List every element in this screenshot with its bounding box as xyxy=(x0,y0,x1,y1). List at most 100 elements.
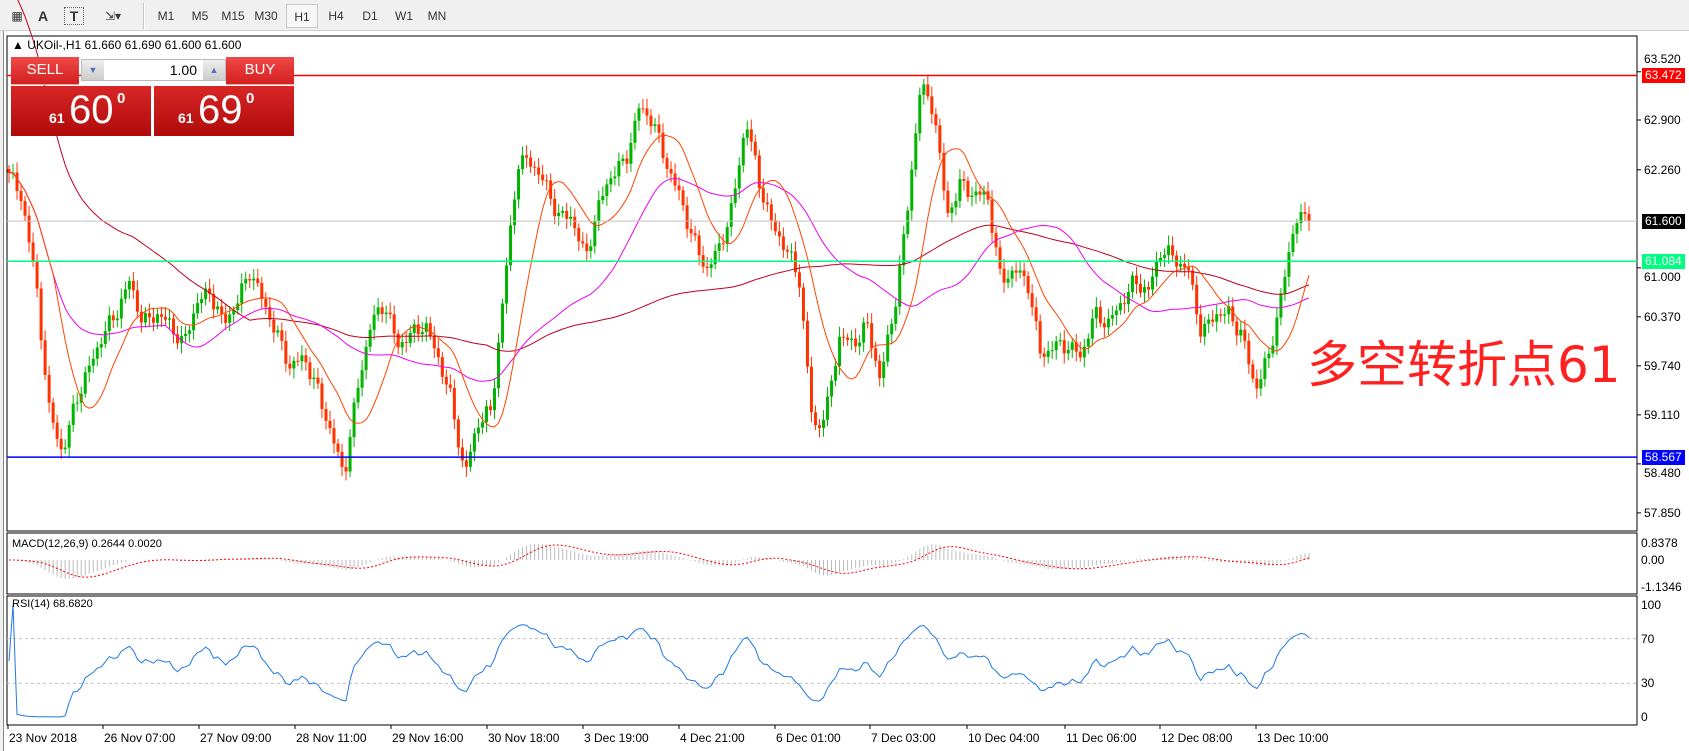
candle-body xyxy=(645,108,649,116)
increase-lot-button[interactable]: ▲ xyxy=(203,60,225,80)
timeframe-mn[interactable]: MN xyxy=(427,9,447,23)
candle-body xyxy=(256,278,260,284)
candle-body xyxy=(938,125,942,153)
timeframe-w1[interactable]: W1 xyxy=(395,9,413,23)
timeframe-h1[interactable]: H1 xyxy=(286,4,318,28)
candle-body xyxy=(1199,314,1203,337)
candle-body xyxy=(184,333,188,337)
timeframe-m5[interactable]: M5 xyxy=(191,9,209,23)
candle-body xyxy=(1207,319,1211,324)
candle-body xyxy=(673,173,677,186)
candle-body xyxy=(497,342,501,389)
text-icon[interactable]: A xyxy=(37,8,49,24)
timeframe-d1[interactable]: D1 xyxy=(362,9,378,23)
candle-body xyxy=(1058,340,1062,342)
candle-body xyxy=(1191,270,1195,285)
candle-body xyxy=(521,155,525,170)
price-axis-label: 58.480 xyxy=(1644,466,1681,481)
candle-body xyxy=(777,231,781,237)
candle-body xyxy=(1151,276,1155,290)
candle-body xyxy=(822,419,826,429)
symbol-ohlc: UKOil-,H1 61.660 61.690 61.600 61.600 xyxy=(27,38,242,52)
lot-size-input[interactable]: 1.00 xyxy=(169,62,197,78)
timeframe-m30[interactable]: M30 xyxy=(254,9,278,23)
candle-body xyxy=(565,210,569,219)
candle-body xyxy=(1126,292,1130,305)
candle-body xyxy=(685,205,689,229)
candle-body xyxy=(890,323,894,335)
candle-body xyxy=(216,306,220,310)
timeframe-h4[interactable]: H4 xyxy=(328,9,344,23)
candle-body xyxy=(159,314,163,317)
sell-button[interactable]: SELL xyxy=(11,57,79,85)
grid-icon[interactable]: ▦ xyxy=(11,9,23,23)
candle-body xyxy=(167,318,171,320)
candle-body xyxy=(1171,245,1175,256)
candle-body xyxy=(392,314,396,334)
sell-price-fraction: 0 xyxy=(117,90,126,107)
candle-body xyxy=(51,402,55,423)
candle-body xyxy=(244,279,248,284)
candle-body xyxy=(444,376,448,385)
candle-body xyxy=(1026,276,1030,294)
candle-body xyxy=(805,320,809,367)
candle-body xyxy=(926,84,930,97)
candle-body xyxy=(1239,329,1243,336)
macd-axis-label: -1.1346 xyxy=(1641,580,1682,594)
buy-price-button[interactable]: 61 69 0 xyxy=(154,86,294,136)
candle-body xyxy=(1147,286,1151,290)
rsi-line xyxy=(8,604,1310,718)
candle-body xyxy=(336,443,340,452)
decrease-lot-button[interactable]: ▼ xyxy=(82,60,104,80)
timeframe-m1[interactable]: M1 xyxy=(157,9,175,23)
candle-body xyxy=(296,360,300,362)
candle-body xyxy=(765,202,769,205)
candle-body xyxy=(982,191,986,195)
candle-body xyxy=(954,201,958,208)
macd-axis-label: 0.8378 xyxy=(1641,536,1678,550)
candle-body xyxy=(212,293,216,310)
candle-body xyxy=(460,447,464,461)
candle-body xyxy=(180,336,184,344)
candle-body xyxy=(1022,270,1026,277)
timeframe-m15[interactable]: M15 xyxy=(221,9,245,23)
candle-body xyxy=(1030,293,1034,308)
candle-body xyxy=(200,299,204,304)
candle-body xyxy=(1010,270,1014,279)
candle-body xyxy=(27,215,31,243)
candle-body xyxy=(107,315,111,332)
macd-pane-border xyxy=(6,532,1638,595)
sell-price-button[interactable]: 61 60 0 xyxy=(11,86,151,136)
candle-body xyxy=(874,348,878,361)
candle-body xyxy=(1054,341,1058,351)
one-click-trading-panel: SELL ▼ 1.00 ▲ BUY 61 60 0 61 69 0 xyxy=(11,57,294,136)
price-axis-label: 60.370 xyxy=(1644,309,1681,324)
buy-button[interactable]: BUY xyxy=(226,57,294,85)
candle-body xyxy=(7,169,11,173)
candle-body xyxy=(625,158,629,164)
chart-annotation: 多空转折点61 xyxy=(1307,336,1621,394)
text-label-icon[interactable]: T xyxy=(64,7,84,25)
candle-body xyxy=(906,210,910,235)
candle-body xyxy=(741,137,745,166)
main-pane-border xyxy=(6,35,1638,532)
candle-body xyxy=(617,161,621,177)
candle-body xyxy=(850,338,854,340)
candle-body xyxy=(420,331,424,335)
candle-body xyxy=(817,425,821,429)
candle-body xyxy=(300,355,304,362)
candle-body xyxy=(452,387,456,420)
lot-size-stepper[interactable]: ▼ 1.00 ▲ xyxy=(81,59,226,81)
shapes-icon[interactable]: ⇲▾ xyxy=(104,9,122,23)
candle-body xyxy=(1219,314,1223,316)
candle-body xyxy=(380,307,384,315)
candle-body xyxy=(1195,284,1199,315)
candle-body xyxy=(131,280,135,291)
candle-body xyxy=(557,212,561,217)
candle-body xyxy=(208,288,212,294)
candle-body xyxy=(91,358,95,366)
buy-price-fraction: 0 xyxy=(246,90,255,107)
candle-body xyxy=(23,201,27,216)
candle-body xyxy=(1155,261,1159,277)
